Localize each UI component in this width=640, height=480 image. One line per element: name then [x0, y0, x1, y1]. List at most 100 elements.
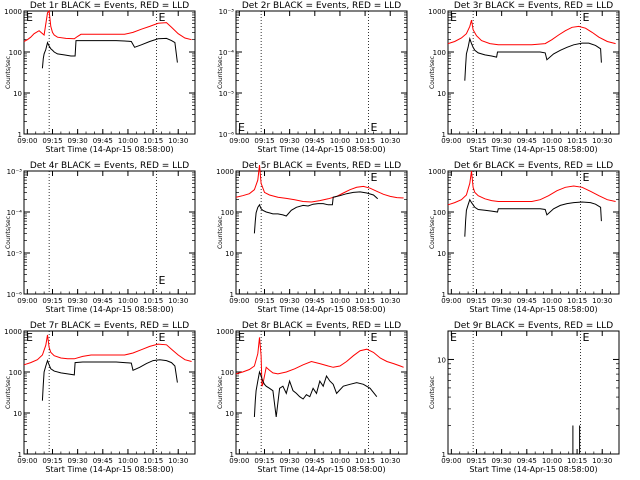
y-tick-label: 1 — [18, 451, 22, 459]
y-tick-label: 100 — [433, 49, 446, 57]
y-tick-label: 100 — [433, 209, 446, 217]
x-tick-label: 09:30 — [68, 297, 88, 305]
series-lld — [447, 170, 616, 206]
x-tick-label: 09:45 — [93, 137, 113, 145]
plot-frame — [447, 330, 620, 455]
x-tick-label: 09:30 — [492, 297, 512, 305]
x-tick-label: 09:45 — [305, 137, 325, 145]
x-tick-label: 09:00 — [441, 137, 461, 145]
x-tick-label: 09:00 — [17, 457, 37, 465]
y-axis-label: Counts/sec — [5, 376, 12, 409]
y-tick-label: 1 — [442, 131, 446, 139]
x-tick-label: 10:30 — [168, 297, 188, 305]
y-tick-label: 10⁻⁵ — [219, 90, 235, 98]
y-axis-label: Counts/sec — [429, 56, 436, 89]
y-tick-label: 10⁻⁵ — [7, 250, 23, 258]
panel-title: Det 7r BLACK = Events, RED = LLD — [30, 321, 189, 331]
y-tick-label: 10⁻⁴ — [7, 209, 23, 217]
x-tick-label: 09:45 — [517, 457, 537, 465]
y-axis-label: Counts/sec — [217, 376, 224, 409]
x-tick-label: 10:00 — [542, 457, 562, 465]
x-tick-label: 09:45 — [93, 457, 113, 465]
x-axis-label: Start Time (14-Apr-15 08:58:00) — [469, 145, 597, 154]
panel-det-2: Det 2r BLACK = Events, RED = LLD 10⁻⁶ 10⁻⁵… — [217, 1, 408, 154]
series-lld — [235, 164, 404, 203]
event-marker: E — [582, 11, 589, 24]
x-tick-label: 10:15 — [143, 137, 163, 145]
x-tick-label: 09:30 — [280, 457, 300, 465]
x-tick-label: 10:15 — [567, 137, 587, 145]
panel-det-5: Det 5r BLACK = Events, RED = LLD 1 10 100 10… — [216, 161, 408, 314]
y-tick-label: 100 — [9, 49, 22, 57]
x-tick-label: 09:15 — [42, 137, 62, 145]
x-axis-label: Start Time (14-Apr-15 08:58:00) — [469, 465, 597, 474]
y-tick-label: 1000 — [216, 328, 234, 336]
x-tick-label: 10:30 — [592, 297, 612, 305]
panel-det-1: Det 1r BLACK = Events, RED = LLD 1 10 100 10… — [4, 1, 196, 154]
x-tick-label: 09:15 — [42, 297, 62, 305]
event-marker: E — [158, 274, 165, 287]
x-tick-label: 10:00 — [542, 297, 562, 305]
x-tick-label: 10:00 — [330, 137, 350, 145]
x-tick-label: 10:15 — [355, 137, 375, 145]
x-tick-label: 10:00 — [118, 137, 138, 145]
x-axis-label: Start Time (14-Apr-15 08:58:00) — [45, 465, 173, 474]
panel-title: Det 6r BLACK = Events, RED = LLD — [454, 161, 613, 171]
series-events — [41, 37, 178, 69]
x-tick-label: 09:15 — [254, 137, 274, 145]
x-tick-label: 09:00 — [17, 137, 37, 145]
x-axis-label: Start Time (14-Apr-15 08:58:00) — [45, 145, 173, 154]
panel-det-4: Det 4r BLACK = Events, RED = LLD 10⁻⁶ 10⁻⁵… — [5, 161, 196, 314]
series-events — [253, 370, 378, 418]
x-tick-label: 10:00 — [542, 137, 562, 145]
y-tick-label: 1000 — [428, 8, 446, 16]
x-tick-label: 09:00 — [229, 457, 249, 465]
series-lld — [23, 9, 192, 42]
y-tick-label: 10 — [437, 356, 446, 364]
x-tick-label: 09:45 — [517, 297, 537, 305]
y-tick-label: 1000 — [428, 168, 446, 176]
series-events — [41, 359, 178, 401]
event-marker: E — [26, 11, 33, 24]
series-events — [572, 425, 581, 455]
x-tick-label: 09:15 — [254, 297, 274, 305]
event-marker: E — [370, 171, 377, 184]
x-axis-label: Start Time (14-Apr-15 08:58:00) — [257, 145, 385, 154]
panel-det-3: Det 3r BLACK = Events, RED = LLD 1 10 100 10… — [428, 1, 620, 154]
y-tick-label: 10 — [225, 250, 234, 258]
series-lld — [23, 334, 192, 366]
panel-det-8: Det 8r BLACK = Events, RED = LLD 1 10 100 10… — [216, 321, 408, 474]
panel-title: Det 4r BLACK = Events, RED = LLD — [30, 161, 189, 171]
x-tick-label: 10:30 — [168, 457, 188, 465]
x-axis-label: Start Time (14-Apr-15 08:58:00) — [45, 305, 173, 314]
x-tick-label: 09:30 — [280, 297, 300, 305]
x-tick-label: 09:15 — [42, 457, 62, 465]
y-tick-label: 10⁻³ — [7, 168, 23, 176]
y-tick-label: 10⁻⁴ — [219, 49, 235, 57]
x-tick-label: 09:45 — [517, 137, 537, 145]
y-axis-label: Counts/sec — [217, 216, 224, 249]
x-tick-label: 09:45 — [93, 297, 113, 305]
event-marker: E — [370, 121, 377, 134]
plot-frame — [447, 10, 620, 135]
panels: Det 1r BLACK = Events, RED = LLD11010010… — [4, 1, 620, 474]
plot-frame — [23, 170, 196, 295]
panel-title: Det 9r BLACK = Events, RED = LLD — [454, 321, 613, 331]
x-tick-label: 09:45 — [305, 457, 325, 465]
event-marker: E — [582, 171, 589, 184]
plot-frame — [23, 330, 196, 455]
event-marker: E — [370, 331, 377, 344]
event-marker: E — [158, 331, 165, 344]
x-tick-label: 10:15 — [355, 297, 375, 305]
series-events — [464, 36, 602, 81]
y-tick-label: 100 — [221, 209, 234, 217]
y-tick-label: 10 — [13, 90, 22, 98]
event-marker: E — [238, 331, 245, 344]
panel-title: Det 3r BLACK = Events, RED = LLD — [454, 1, 613, 11]
x-tick-label: 09:30 — [492, 457, 512, 465]
x-tick-label: 10:15 — [567, 457, 587, 465]
event-marker: E — [26, 331, 33, 344]
panel-title: Det 5r BLACK = Events, RED = LLD — [242, 161, 401, 171]
event-marker: E — [582, 331, 589, 344]
